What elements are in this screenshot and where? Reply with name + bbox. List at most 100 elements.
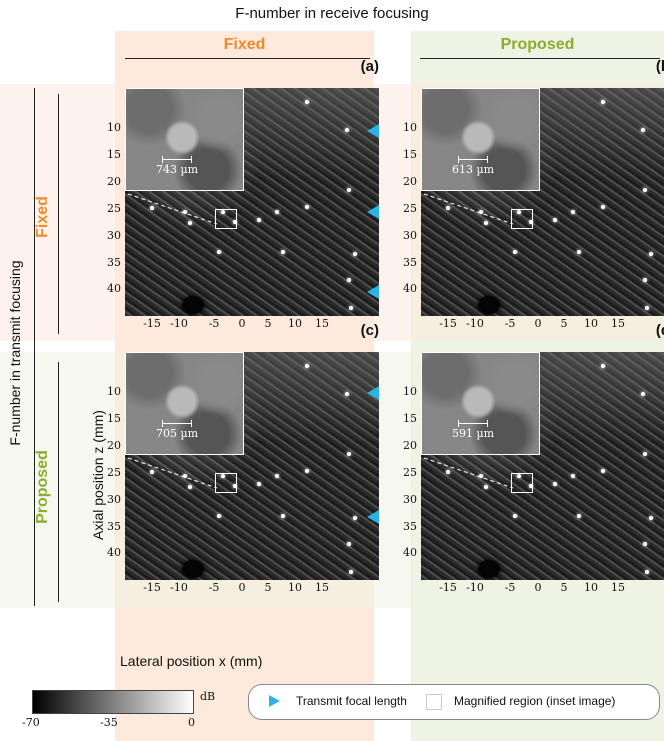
y-tick-label: 20 xyxy=(403,175,417,188)
x-tick-label: -5 xyxy=(208,581,220,594)
scale-bar xyxy=(162,156,192,163)
point-scatterer xyxy=(345,128,349,132)
x-tick-row: -15 -10 -5 0 5 10 15 xyxy=(125,581,379,597)
point-scatterer xyxy=(183,210,187,214)
panel-letter: (a) xyxy=(360,58,379,75)
x-tick-label: 5 xyxy=(560,581,568,594)
legend-transmit-label: Transmit focal length xyxy=(296,694,407,708)
x-tick-label: -15 xyxy=(143,581,161,594)
inset-image: 591 µm xyxy=(421,352,540,455)
point-scatterer xyxy=(517,474,521,478)
column-label-proposed: Proposed xyxy=(500,36,575,53)
inset-image: 705 µm xyxy=(125,352,244,455)
point-scatterer xyxy=(305,100,309,104)
x-tick-label: 10 xyxy=(288,581,302,594)
cyst-region xyxy=(182,296,204,314)
y-tick-label: 30 xyxy=(107,229,121,242)
magnified-region-box xyxy=(511,209,533,229)
point-scatterer xyxy=(281,250,285,254)
point-scatterer xyxy=(553,482,557,486)
y-tick-label: 40 xyxy=(403,546,417,559)
y-tick-label: 15 xyxy=(403,148,417,161)
point-scatterer xyxy=(305,205,309,209)
point-scatterer xyxy=(217,250,221,254)
point-scatterer xyxy=(233,220,237,224)
transmit-focus-marker xyxy=(367,386,379,400)
point-scatterer xyxy=(517,210,521,214)
inset-connector xyxy=(423,193,514,225)
y-tick-label: 30 xyxy=(403,229,417,242)
point-scatterer xyxy=(643,452,647,456)
point-scatterer xyxy=(601,469,605,473)
point-scatterer xyxy=(257,218,261,222)
legend-magnified-label: Magnified region (inset image) xyxy=(454,694,616,708)
panel-a: (a) 743 µm 10 15 20 25 30 35 40 -15 -10 -5 0 5 10 15 xyxy=(107,58,379,344)
point-scatterer xyxy=(349,570,353,574)
point-scatterer xyxy=(571,210,575,214)
legend xyxy=(248,684,660,720)
point-scatterer xyxy=(513,514,517,518)
point-scatterer xyxy=(347,452,351,456)
y-tick-label: 35 xyxy=(107,520,121,533)
panel-letter: (b) xyxy=(655,58,664,75)
point-scatterer xyxy=(601,205,605,209)
transmit-focus-marker xyxy=(367,510,379,524)
x-tick-label: 15 xyxy=(611,581,625,594)
point-scatterer xyxy=(305,469,309,473)
scale-bar xyxy=(458,156,488,163)
lateral-axis-label: Lateral position x (mm) xyxy=(120,653,263,669)
colorbar xyxy=(32,690,194,714)
point-scatterer xyxy=(484,221,488,225)
x-tick-row: -15 -10 -5 0 5 10 15 xyxy=(421,317,664,333)
colorbar-unit: dB xyxy=(200,690,216,703)
point-scatterer xyxy=(150,206,154,210)
y-tick-label: 25 xyxy=(107,202,121,215)
panel-b: (b) 613 µm 10 15 20 25 30 35 40 -15 -10 -5 0 5 10 15 xyxy=(403,58,664,344)
colorbar-tick: -35 xyxy=(100,716,118,729)
y-tick-label: 35 xyxy=(107,256,121,269)
point-scatterer xyxy=(479,474,483,478)
bmode-image: 613 µm xyxy=(421,88,664,316)
bmode-image: 591 µm xyxy=(421,352,664,580)
x-tick-label: 10 xyxy=(584,581,598,594)
x-tick-label: 5 xyxy=(264,317,272,330)
receive-focusing-title: F-number in receive focusing xyxy=(235,5,429,22)
point-scatterer xyxy=(275,210,279,214)
panel-d: (d) 591 µm 10 15 20 25 30 35 40 -15 -10 -5 0 5 10 15 xyxy=(403,322,664,608)
x-tick-label: -15 xyxy=(439,317,457,330)
row-rule xyxy=(58,362,59,602)
y-tick-label: 40 xyxy=(107,282,121,295)
point-scatterer xyxy=(649,252,653,256)
row-rule xyxy=(58,94,59,334)
y-tick-label: 15 xyxy=(107,412,121,425)
row-label-fixed: Fixed xyxy=(34,196,51,238)
y-tick-label: 40 xyxy=(403,282,417,295)
column-label-fixed: Fixed xyxy=(223,36,266,53)
inset-scale-label: 743 µm xyxy=(156,163,199,176)
magnified-region-icon xyxy=(426,694,442,710)
x-tick-label: 15 xyxy=(315,581,329,594)
y-tick-label: 30 xyxy=(107,493,121,506)
point-scatterer xyxy=(305,364,309,368)
x-tick-row: -15 -10 -5 0 5 10 15 xyxy=(421,581,664,597)
point-scatterer xyxy=(347,188,351,192)
x-tick-label: -5 xyxy=(504,581,516,594)
x-tick-label: 10 xyxy=(584,317,598,330)
y-tick-label: 10 xyxy=(403,121,417,134)
point-scatterer xyxy=(446,206,450,210)
x-tick-label: -15 xyxy=(439,581,457,594)
point-scatterer xyxy=(601,100,605,104)
point-scatterer xyxy=(649,516,653,520)
magnified-region-box xyxy=(215,473,237,493)
transmit-focus-marker xyxy=(367,205,379,219)
scale-bar xyxy=(458,420,488,427)
transmit-focusing-title: F-number in transmit focusing xyxy=(7,260,23,446)
point-scatterer xyxy=(347,542,351,546)
point-scatterer xyxy=(257,482,261,486)
point-scatterer xyxy=(641,128,645,132)
cyst-region xyxy=(478,296,500,314)
point-scatterer xyxy=(529,484,533,488)
y-tick-label: 20 xyxy=(107,175,121,188)
point-scatterer xyxy=(553,218,557,222)
y-tick-label: 25 xyxy=(403,466,417,479)
